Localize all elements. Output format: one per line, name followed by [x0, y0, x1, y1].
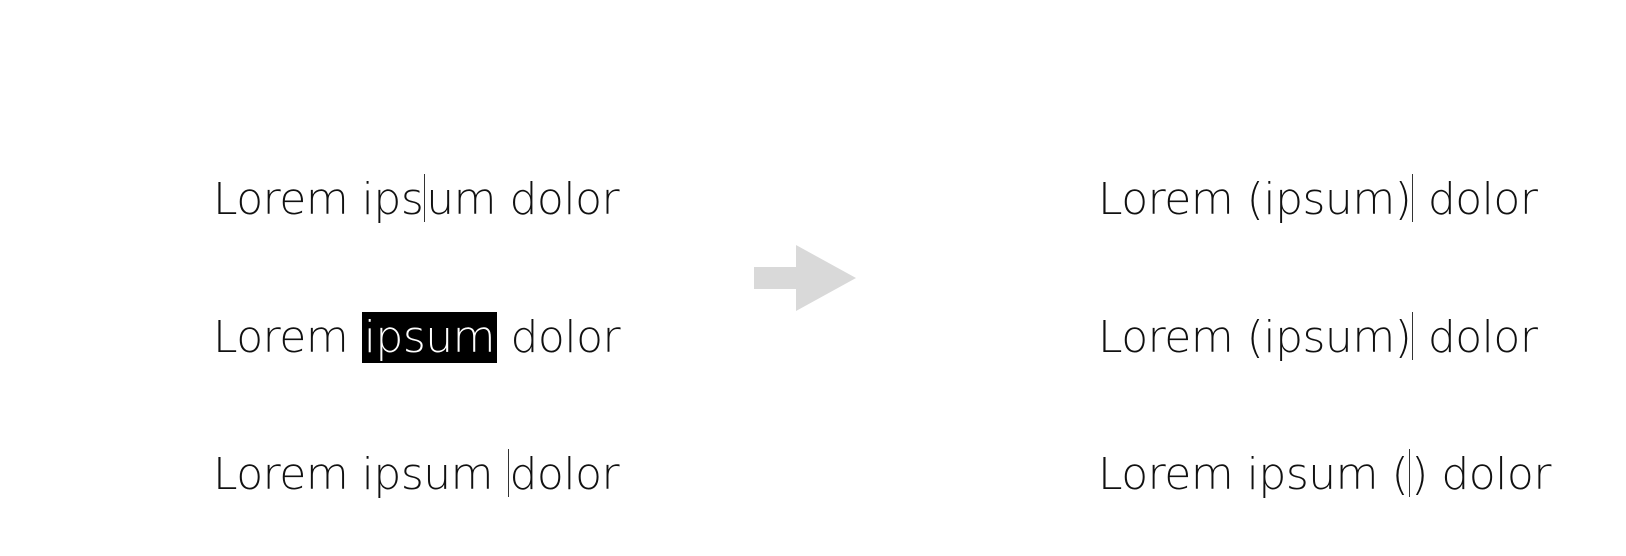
- before-line-caret-between-words: Lorem ipsum dolor: [186, 385, 620, 500]
- text-caret: [1412, 174, 1414, 222]
- after-line-2-text-a: Lorem (ipsum): [1097, 312, 1412, 363]
- text-caret: [1409, 449, 1411, 497]
- selected-word: ipsum: [361, 312, 498, 363]
- text-caret: [507, 449, 509, 497]
- arrow-shape: [754, 245, 856, 311]
- before-line-1-text-a: Lorem ips: [212, 174, 424, 225]
- before-line-2-text-a: Lorem: [212, 312, 362, 363]
- after-line-3-text-b: ) dolor: [1411, 449, 1551, 500]
- before-line-word-selected: Lorem ipsum dolor: [186, 248, 621, 363]
- text-caret: [1412, 312, 1414, 360]
- text-caret: [424, 174, 426, 222]
- after-line-wrapped-selection: Lorem (ipsum) dolor: [1071, 248, 1538, 363]
- after-line-1-text-b: dolor: [1414, 174, 1538, 225]
- before-line-1-text-b: um dolor: [426, 174, 620, 225]
- before-line-2-text-b: dolor: [497, 312, 621, 363]
- right-arrow-icon: [754, 245, 856, 311]
- after-line-wrapped-word: Lorem (ipsum) dolor: [1071, 110, 1538, 225]
- after-line-empty-parens: Lorem ipsum () dolor: [1071, 385, 1551, 500]
- after-line-3-text-a: Lorem ipsum (: [1097, 449, 1409, 500]
- before-line-3-text-a: Lorem ipsum: [212, 449, 507, 500]
- before-line-caret-in-word: Lorem ipsum dolor: [186, 110, 620, 225]
- before-line-3-text-b: dolor: [509, 449, 620, 500]
- after-line-2-text-b: dolor: [1414, 312, 1538, 363]
- after-line-1-text-a: Lorem (ipsum): [1097, 174, 1412, 225]
